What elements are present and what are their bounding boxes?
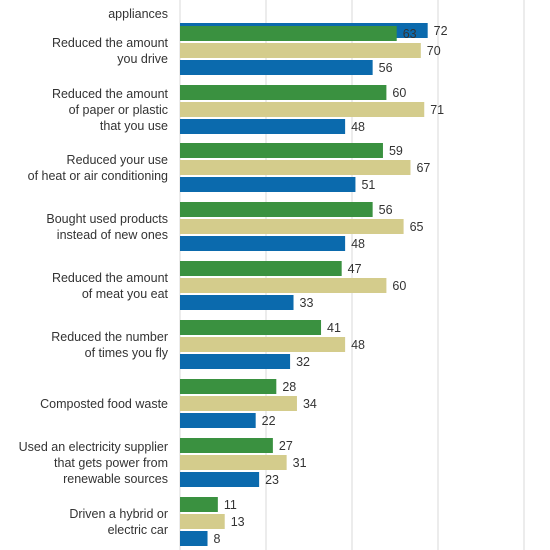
- value-label-series2-cat4: 67: [416, 161, 430, 175]
- bar-series1-cat2: [180, 26, 397, 41]
- bar-series1-cat6: [180, 261, 342, 276]
- category-label-1: appliances: [108, 7, 168, 21]
- value-label-series2-cat3: 71: [430, 103, 444, 117]
- value-label-series1-cat7: 41: [327, 321, 341, 335]
- category-label-4: Reduced your use of heat or air condition…: [28, 153, 168, 183]
- bar-series2-cat4: [180, 160, 411, 175]
- bar-series1-cat10: [180, 497, 218, 512]
- category-label-3: Reduced the amount of paper or plastic tha…: [52, 87, 169, 133]
- bar-series1-cat5: [180, 202, 373, 217]
- bar-series1-cat8: [180, 379, 277, 394]
- value-label-series3-cat7: 32: [296, 355, 310, 369]
- bar-series3-cat5: [180, 236, 346, 251]
- value-label-series2-cat9: 31: [293, 456, 307, 470]
- category-label-10: Driven a hybrid or electric car: [69, 507, 168, 537]
- category-label-7: Reduced the number of times you fly: [51, 330, 168, 360]
- bar-series3-cat6: [180, 295, 294, 310]
- bar-series1-cat7: [180, 320, 322, 335]
- value-label-series1-cat3: 60: [392, 86, 406, 100]
- bar-series3-cat4: [180, 177, 356, 192]
- value-label-series3-cat1: 72: [434, 24, 448, 38]
- bar-series3-cat2: [180, 60, 373, 75]
- value-label-series1-cat5: 56: [379, 203, 393, 217]
- value-label-series1-cat6: 47: [348, 262, 362, 276]
- value-label-series1-cat4: 59: [389, 144, 403, 158]
- category-label-8: Composted food waste: [40, 397, 168, 411]
- bar-series3-cat7: [180, 354, 291, 369]
- value-label-series3-cat5: 48: [351, 237, 365, 251]
- category-label-5: Bought used products instead of new ones: [46, 212, 168, 242]
- bar-series2-cat9: [180, 455, 287, 470]
- value-label-series2-cat10: 13: [231, 515, 245, 529]
- bar-series2-cat3: [180, 102, 425, 117]
- bar-series2-cat10: [180, 514, 225, 529]
- value-label-series2-cat7: 48: [351, 338, 365, 352]
- value-label-series3-cat3: 48: [351, 120, 365, 134]
- value-label-series1-cat9: 27: [279, 439, 293, 453]
- value-label-series2-cat8: 34: [303, 397, 317, 411]
- value-label-series1-cat10: 11: [224, 498, 237, 512]
- category-label-2: Reduced the amount you drive: [52, 36, 169, 66]
- bar-series2-cat6: [180, 278, 387, 293]
- bar-series2-cat5: [180, 219, 404, 234]
- value-label-series3-cat6: 33: [300, 296, 314, 310]
- bar-series1-cat3: [180, 85, 387, 100]
- value-label-series3-cat2: 56: [379, 61, 393, 75]
- category-label-6: Reduced the amount of meat you eat: [52, 271, 169, 301]
- bar-series3-cat8: [180, 413, 256, 428]
- bar-series2-cat8: [180, 396, 297, 411]
- value-label-series2-cat2: 70: [427, 44, 441, 58]
- labels: 72 appliances 63 70 56 Reduced the amount you …: [19, 7, 448, 546]
- bar-series1-cat9: [180, 438, 273, 453]
- value-label-series2-cat5: 65: [410, 220, 424, 234]
- bar-series2-cat7: [180, 337, 346, 352]
- value-label-series3-cat9: 23: [265, 473, 279, 487]
- value-label-series3-cat10: 8: [214, 532, 221, 546]
- category-label-9: Used an electricity supplier that gets po…: [19, 440, 168, 486]
- value-label-series1-cat8: 28: [282, 380, 296, 394]
- bar-series3-cat10: [180, 531, 208, 546]
- bar-series3-cat9: [180, 472, 260, 487]
- bar-series1-cat4: [180, 143, 383, 158]
- bar-series3-cat3: [180, 119, 346, 134]
- value-label-series3-cat4: 51: [361, 178, 375, 192]
- value-label-series1-cat2: 63: [403, 27, 417, 41]
- bars: [180, 23, 428, 546]
- value-label-series2-cat6: 60: [392, 279, 406, 293]
- value-label-series3-cat8: 22: [262, 414, 276, 428]
- bar-series2-cat2: [180, 43, 421, 58]
